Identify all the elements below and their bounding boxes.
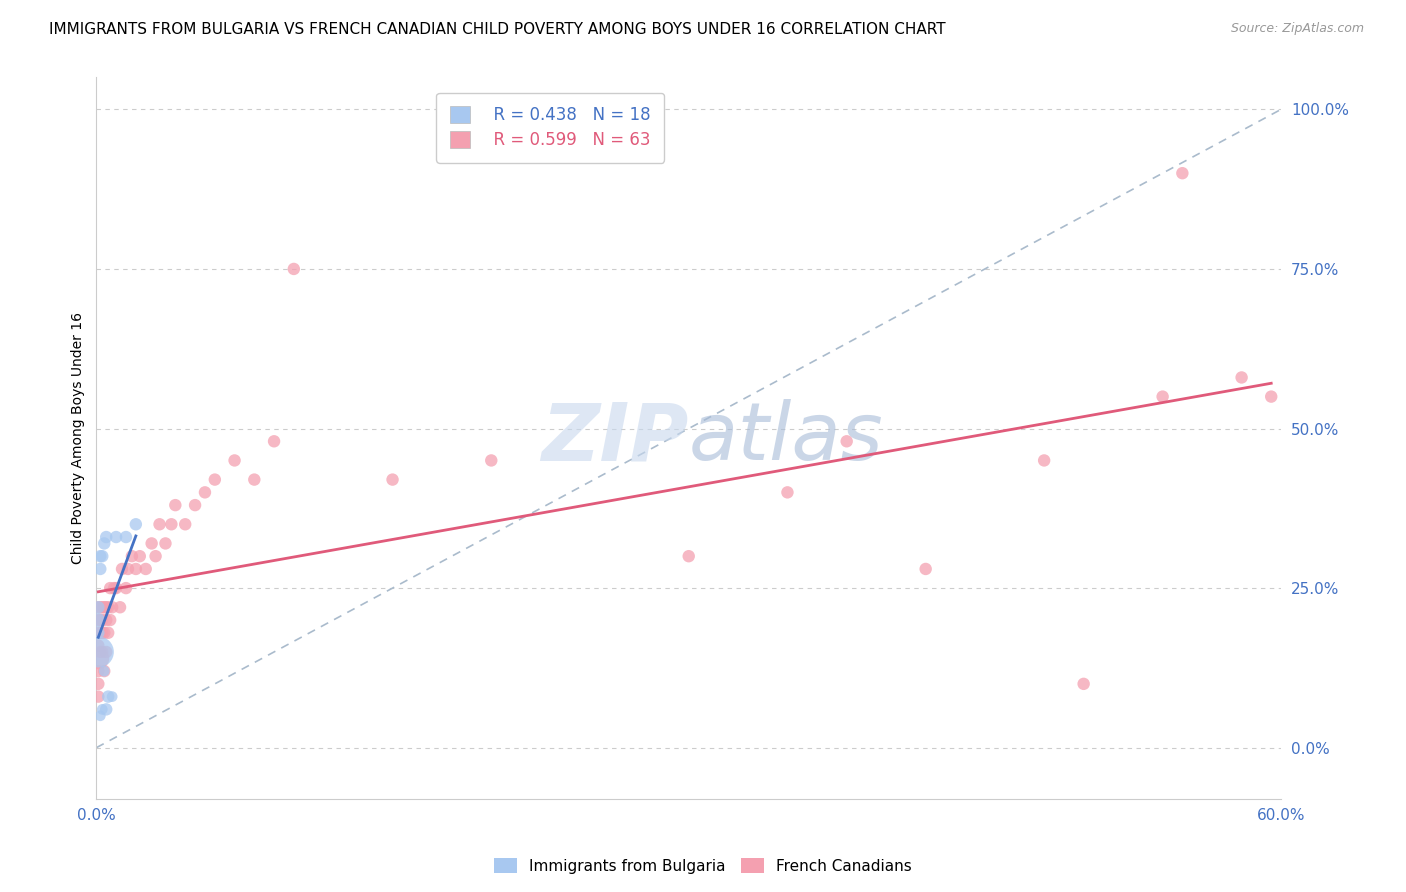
Point — [89, 562, 111, 576]
Point — [96, 530, 118, 544]
Point — [1260, 390, 1282, 404]
Point — [1073, 677, 1095, 691]
Point — [87, 600, 110, 615]
Point — [914, 562, 936, 576]
Point — [97, 690, 120, 704]
Point — [243, 473, 266, 487]
Point — [1033, 453, 1056, 467]
Point — [117, 562, 139, 576]
Point — [1152, 390, 1174, 404]
Point — [97, 600, 120, 615]
Point — [141, 536, 163, 550]
Point — [835, 434, 858, 449]
Point — [105, 530, 128, 544]
Point — [91, 600, 114, 615]
Point — [108, 600, 131, 615]
Point — [155, 536, 177, 550]
Point — [105, 581, 128, 595]
Point — [1171, 166, 1194, 180]
Point — [87, 664, 110, 678]
Point — [89, 645, 111, 659]
Point — [263, 434, 285, 449]
Point — [128, 549, 150, 564]
Point — [98, 581, 121, 595]
Point — [160, 517, 183, 532]
Point — [87, 613, 110, 627]
Point — [204, 473, 226, 487]
Point — [97, 625, 120, 640]
Point — [89, 600, 111, 615]
Point — [101, 690, 124, 704]
Point — [87, 645, 110, 659]
Point — [776, 485, 799, 500]
Point — [98, 613, 121, 627]
Point — [87, 625, 110, 640]
Y-axis label: Child Poverty Among Boys Under 16: Child Poverty Among Boys Under 16 — [72, 312, 86, 564]
Point — [103, 581, 125, 595]
Point — [87, 690, 110, 704]
Legend:   R = 0.438   N = 18,   R = 0.599   N = 63: R = 0.438 N = 18, R = 0.599 N = 63 — [436, 93, 664, 162]
Point — [91, 702, 114, 716]
Point — [93, 600, 115, 615]
Point — [91, 549, 114, 564]
Point — [91, 645, 114, 659]
Point — [224, 453, 246, 467]
Point — [87, 600, 110, 615]
Point — [96, 613, 118, 627]
Point — [125, 562, 148, 576]
Point — [283, 262, 305, 277]
Point — [87, 677, 110, 691]
Point — [125, 517, 148, 532]
Point — [87, 651, 110, 665]
Point — [148, 517, 170, 532]
Legend: Immigrants from Bulgaria, French Canadians: Immigrants from Bulgaria, French Canadia… — [488, 852, 918, 880]
Text: Source: ZipAtlas.com: Source: ZipAtlas.com — [1230, 22, 1364, 36]
Point — [87, 639, 110, 653]
Point — [93, 625, 115, 640]
Point — [89, 708, 111, 723]
Point — [87, 613, 110, 627]
Point — [479, 453, 502, 467]
Point — [184, 498, 207, 512]
Point — [115, 581, 138, 595]
Point — [96, 645, 118, 659]
Point — [96, 702, 118, 716]
Point — [115, 530, 138, 544]
Text: ZIP: ZIP — [541, 399, 689, 477]
Point — [145, 549, 167, 564]
Point — [93, 664, 115, 678]
Point — [89, 625, 111, 640]
Point — [1230, 370, 1253, 384]
Point — [91, 625, 114, 640]
Text: IMMIGRANTS FROM BULGARIA VS FRENCH CANADIAN CHILD POVERTY AMONG BOYS UNDER 16 CO: IMMIGRANTS FROM BULGARIA VS FRENCH CANAD… — [49, 22, 946, 37]
Point — [96, 600, 118, 615]
Point — [89, 613, 111, 627]
Point — [87, 625, 110, 640]
Point — [135, 562, 157, 576]
Point — [111, 562, 134, 576]
Point — [121, 549, 143, 564]
Point — [93, 664, 115, 678]
Point — [381, 473, 404, 487]
Point — [194, 485, 217, 500]
Point — [101, 600, 124, 615]
Text: atlas: atlas — [689, 399, 883, 477]
Point — [678, 549, 700, 564]
Point — [93, 536, 115, 550]
Point — [165, 498, 187, 512]
Point — [174, 517, 197, 532]
Point — [89, 549, 111, 564]
Point — [91, 613, 114, 627]
